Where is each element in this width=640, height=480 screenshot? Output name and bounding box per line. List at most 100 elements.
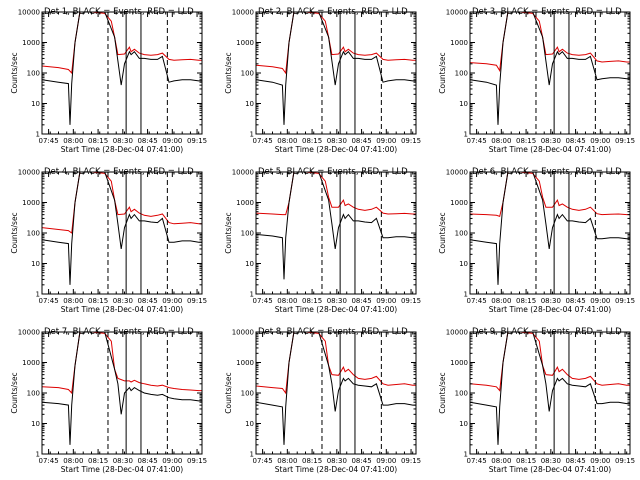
y-tick-label: 1000 [450, 199, 468, 207]
x-tick-label: 09:00 [590, 457, 610, 465]
x-axis-label: Start Time (28-Dec-04 07:41:00) [61, 465, 183, 474]
x-tick-label: 07:45 [467, 297, 487, 305]
y-tick-label: 10 [245, 260, 254, 268]
x-tick-label: 08:15 [302, 137, 322, 145]
x-tick-label: 08:15 [302, 457, 322, 465]
x-tick-label: 07:45 [39, 297, 59, 305]
x-tick-label: 08:30 [327, 297, 347, 305]
y-tick-label: 100 [27, 390, 40, 398]
plot-area [42, 172, 202, 285]
x-tick-label: 07:45 [253, 137, 273, 145]
x-tick-label: 08:15 [302, 297, 322, 305]
plot-area [256, 12, 416, 125]
x-tick-label: 07:45 [253, 297, 273, 305]
y-tick-label: 100 [241, 70, 254, 78]
y-tick-label: 10000 [18, 169, 40, 177]
y-tick-label: 10000 [446, 9, 468, 17]
detector-panels: Det 1, BLACK = Events, RED = LLD11010010… [10, 7, 635, 474]
panel-det-8: Det 8, BLACK = Events, RED = LLD11010010… [224, 327, 421, 474]
x-tick-label: 08:30 [541, 457, 561, 465]
y-tick-label: 1 [464, 451, 468, 459]
plot-area [470, 172, 630, 285]
y-axis-label: Counts/sec [438, 212, 447, 253]
series-events-line [256, 332, 416, 445]
x-tick-label: 08:45 [565, 297, 585, 305]
x-tick-label: 08:00 [491, 137, 511, 145]
x-tick-label: 08:45 [565, 137, 585, 145]
x-tick-label: 09:00 [162, 137, 182, 145]
series-events-line [470, 172, 630, 285]
y-tick-label: 1 [250, 131, 254, 139]
y-tick-label: 10 [459, 420, 468, 428]
y-tick-label: 10000 [232, 9, 254, 17]
series-events-line [42, 332, 202, 445]
x-axis-label: Start Time (28-Dec-04 07:41:00) [61, 145, 183, 154]
y-tick-label: 1 [36, 131, 40, 139]
x-tick-label: 08:00 [277, 137, 297, 145]
plot-area [470, 332, 630, 445]
y-tick-label: 1000 [22, 359, 40, 367]
x-tick-label: 07:45 [39, 137, 59, 145]
x-tick-label: 09:15 [187, 457, 207, 465]
y-tick-label: 10000 [232, 329, 254, 337]
series-events-line [256, 172, 416, 280]
x-tick-label: 08:30 [541, 297, 561, 305]
x-tick-label: 09:15 [615, 457, 635, 465]
x-tick-label: 09:15 [401, 457, 421, 465]
y-axis-label: Counts/sec [10, 212, 19, 253]
y-tick-label: 10 [245, 420, 254, 428]
y-tick-label: 1000 [22, 199, 40, 207]
y-tick-label: 10 [31, 420, 40, 428]
y-axis-label: Counts/sec [438, 52, 447, 93]
x-tick-label: 09:00 [590, 297, 610, 305]
x-tick-label: 08:30 [327, 137, 347, 145]
x-tick-label: 08:45 [351, 137, 371, 145]
y-tick-label: 100 [27, 230, 40, 238]
x-tick-label: 08:45 [137, 297, 157, 305]
y-tick-label: 10 [31, 260, 40, 268]
x-tick-label: 08:15 [88, 297, 108, 305]
panel-det-2: Det 2, BLACK = Events, RED = LLD11010010… [224, 7, 421, 154]
y-tick-label: 10000 [232, 169, 254, 177]
x-tick-label: 09:15 [615, 137, 635, 145]
plot-area [470, 12, 630, 125]
x-tick-label: 08:00 [277, 297, 297, 305]
x-tick-label: 09:00 [162, 297, 182, 305]
x-tick-label: 08:30 [327, 457, 347, 465]
panel-det-9: Det 9, BLACK = Events, RED = LLD11010010… [438, 327, 635, 474]
y-tick-label: 1000 [236, 39, 254, 47]
series-events-line [470, 12, 630, 125]
panel-det-7: Det 7, BLACK = Events, RED = LLD11010010… [10, 327, 207, 474]
x-axis-label: Start Time (28-Dec-04 07:41:00) [489, 465, 611, 474]
x-tick-label: 08:15 [516, 457, 536, 465]
y-tick-label: 10 [459, 100, 468, 108]
x-tick-label: 08:00 [491, 457, 511, 465]
y-tick-label: 1 [36, 291, 40, 299]
y-tick-label: 1000 [236, 359, 254, 367]
x-tick-label: 08:15 [516, 137, 536, 145]
y-tick-label: 1000 [22, 39, 40, 47]
y-tick-label: 1 [464, 291, 468, 299]
x-tick-label: 07:45 [467, 137, 487, 145]
y-tick-label: 100 [455, 390, 468, 398]
x-tick-label: 08:15 [88, 457, 108, 465]
y-tick-label: 1 [250, 291, 254, 299]
x-tick-label: 08:30 [541, 137, 561, 145]
y-tick-label: 1 [464, 131, 468, 139]
x-tick-label: 08:30 [113, 137, 133, 145]
x-tick-label: 08:45 [565, 457, 585, 465]
x-tick-label: 08:45 [351, 457, 371, 465]
x-tick-label: 08:15 [88, 137, 108, 145]
plot-area [42, 332, 202, 445]
x-tick-label: 09:00 [376, 297, 396, 305]
x-axis-label: Start Time (28-Dec-04 07:41:00) [275, 465, 397, 474]
y-axis-label: Counts/sec [10, 372, 19, 413]
plot-area [42, 12, 202, 125]
plot-area [256, 172, 416, 280]
x-tick-label: 08:00 [63, 297, 83, 305]
y-tick-label: 100 [455, 70, 468, 78]
y-tick-label: 1000 [450, 39, 468, 47]
x-tick-label: 09:15 [401, 297, 421, 305]
x-tick-label: 08:00 [63, 137, 83, 145]
y-axis-label: Counts/sec [438, 372, 447, 413]
